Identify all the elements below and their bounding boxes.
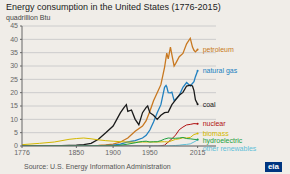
svg-text:20: 20 (10, 89, 18, 96)
svg-text:petroleum: petroleum (203, 46, 234, 54)
svg-text:40: 40 (10, 36, 18, 43)
svg-text:nuclear: nuclear (203, 120, 227, 127)
svg-text:1900: 1900 (105, 149, 121, 156)
svg-text:biomass: biomass (203, 130, 230, 137)
svg-text:10: 10 (10, 116, 18, 123)
svg-text:45: 45 (10, 22, 18, 29)
html-text:Energy consumption in the Unit: Energy consumption in the United States … (6, 2, 221, 12)
svg-text:2015: 2015 (190, 149, 206, 156)
svg-text:1776: 1776 (14, 149, 30, 156)
svg-text:5: 5 (14, 129, 18, 136)
svg-text:hydroelectric: hydroelectric (203, 137, 243, 145)
svg-text:1950: 1950 (142, 149, 158, 156)
svg-text:15: 15 (10, 102, 18, 109)
html-text:quadrillion Btu: quadrillion Btu (6, 14, 51, 21)
html-text:Source: U.S. Energy Informatio: Source: U.S. Energy Information Administ… (24, 163, 171, 170)
svg-text:other renewables: other renewables (203, 145, 257, 152)
html-text:eia: eia (267, 161, 279, 171)
svg-text:1850: 1850 (69, 149, 85, 156)
svg-text:35: 35 (10, 49, 18, 56)
svg-text:0: 0 (14, 142, 18, 149)
svg-text:30: 30 (10, 62, 18, 69)
svg-text:natural gas: natural gas (203, 67, 238, 75)
svg-text:coal: coal (203, 101, 216, 108)
svg-text:25: 25 (10, 76, 18, 83)
